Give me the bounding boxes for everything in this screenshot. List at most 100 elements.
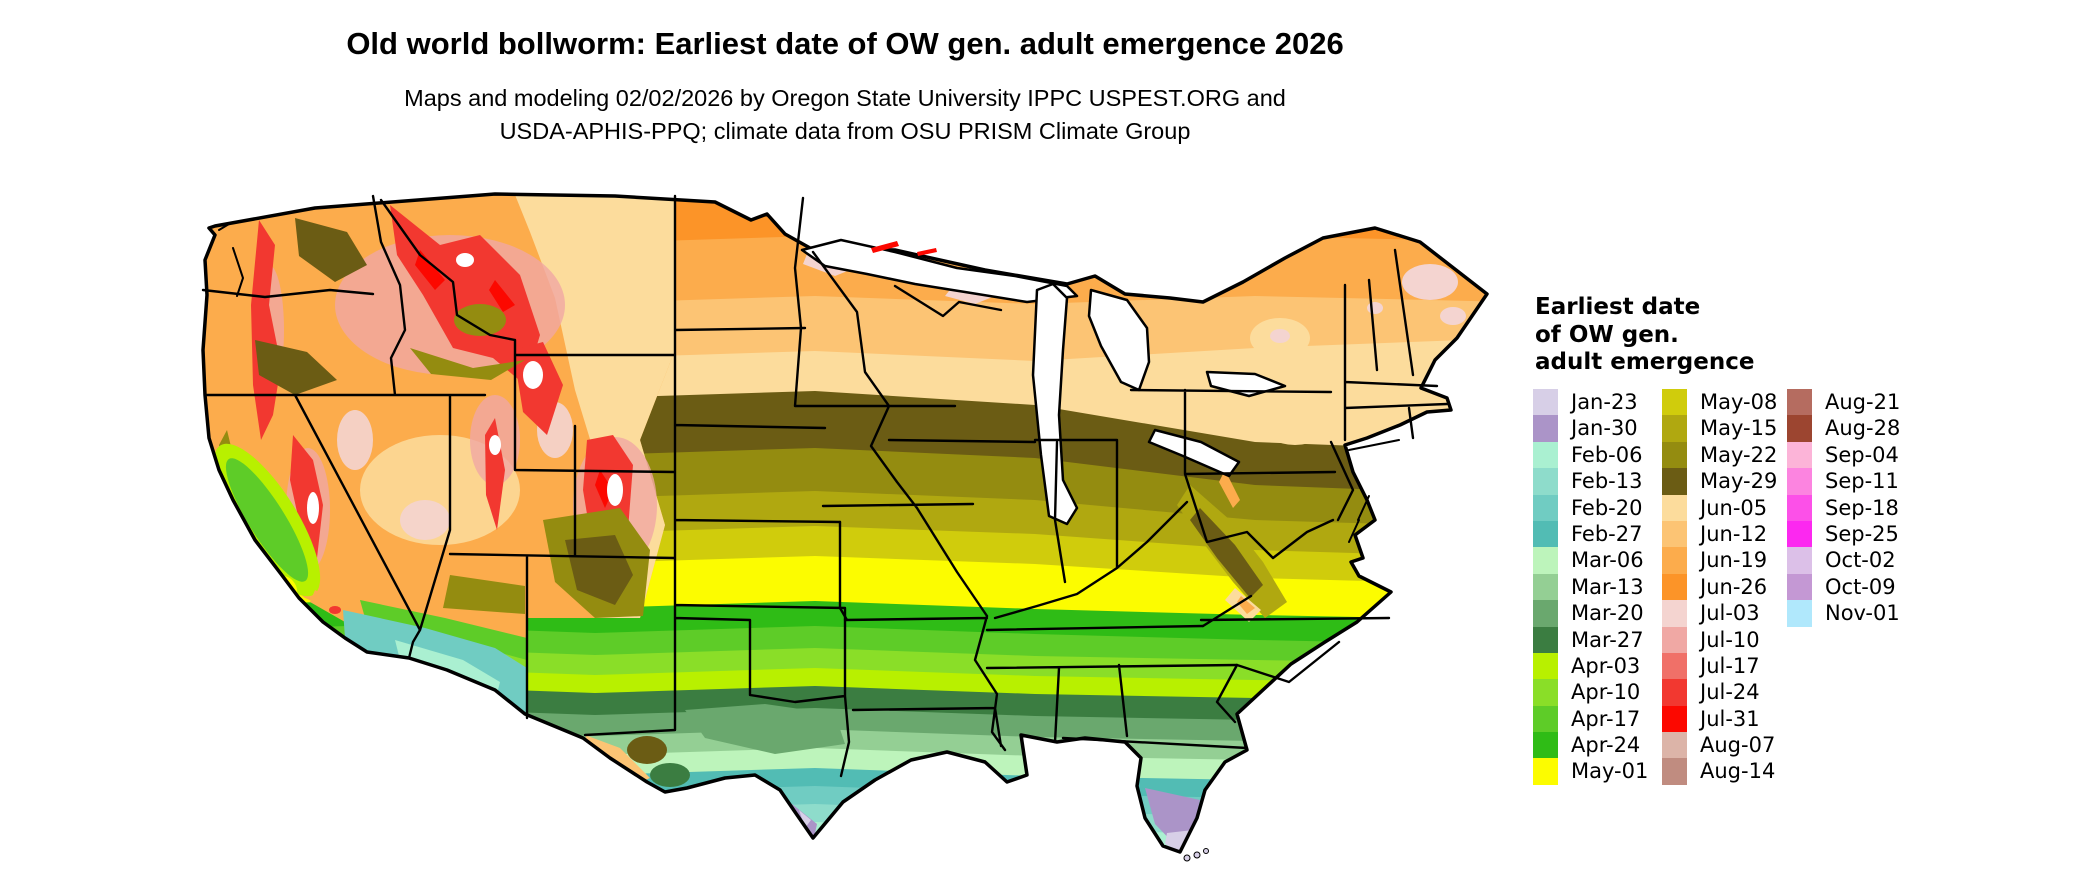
coastal-details (218, 223, 1400, 543)
legend-swatch (1662, 441, 1687, 469)
socal-mountain-red (329, 606, 341, 614)
wv-orange-ridge (1219, 470, 1240, 508)
legend-swatch (1533, 573, 1558, 601)
legend-item: Aug-14 (1662, 758, 1777, 785)
legend-swatch (1662, 547, 1687, 574)
south-florida-lavender (1165, 830, 1193, 852)
legend-item: Feb-13 (1533, 468, 1648, 495)
legend-swatch (1533, 758, 1558, 785)
mogollon-olive (443, 575, 525, 614)
legend-swatch (1662, 732, 1687, 759)
legend-label: Oct-09 (1825, 574, 1896, 599)
legend-item: Jan-23 (1533, 389, 1648, 416)
legend-label: May-29 (1700, 469, 1778, 494)
legend-label: May-08 (1700, 390, 1778, 414)
legend-swatch (1787, 415, 1812, 442)
legend-item: Apr-24 (1533, 732, 1648, 759)
central-valley-green (225, 458, 309, 582)
legend-label: Aug-21 (1825, 390, 1901, 414)
legend-label: Jun-26 (1700, 574, 1768, 599)
smokies-orange-bit (1237, 596, 1255, 614)
legend-label: Sep-04 (1825, 442, 1899, 467)
legend-label: Jul-17 (1700, 653, 1760, 678)
legend-item: Aug-28 (1787, 415, 1901, 442)
subtitle-line-1: Maps and modeling 02/02/2026 by Oregon S… (404, 85, 1286, 111)
cascades-red (251, 220, 281, 440)
legend-item: May-15 (1662, 415, 1778, 442)
legend-swatch (1787, 441, 1812, 469)
legend-swatch (1533, 679, 1558, 706)
legend-swatch (1533, 652, 1558, 680)
state-borders-midwest-south (793, 250, 1249, 752)
legend-swatch (1533, 520, 1558, 548)
legend-label: Jul-24 (1700, 680, 1760, 705)
legend-item: Mar-27 (1533, 626, 1648, 653)
florida-key-dot (1193, 851, 1201, 859)
legend-swatch (1662, 494, 1687, 521)
legend-swatch (1787, 468, 1812, 495)
oregon-olive (255, 340, 337, 395)
legend-label: Mar-06 (1571, 548, 1644, 573)
legend-swatch (1787, 494, 1812, 521)
legend-swatch (1662, 626, 1687, 653)
legend-label: Feb-06 (1571, 442, 1643, 467)
legend-item: Mar-06 (1533, 547, 1648, 574)
legend-label: Mar-20 (1571, 601, 1644, 626)
legend-label: Apr-24 (1571, 733, 1641, 758)
legend-label: Mar-13 (1571, 574, 1644, 599)
montana-olive (454, 304, 506, 336)
legend-item: Mar-13 (1533, 573, 1648, 601)
us-map-svg (201, 192, 1489, 862)
legend-label: Jun-05 (1700, 495, 1768, 520)
legend-swatch (1533, 415, 1558, 442)
state-borders-east (1129, 248, 1449, 724)
legend-item: Jan-30 (1533, 415, 1648, 442)
legend-label: Aug-14 (1700, 759, 1776, 784)
legend-label: Jul-03 (1700, 601, 1760, 626)
legend-swatch (1787, 547, 1812, 574)
legend-label: Jan-23 (1571, 390, 1638, 414)
us-outline (201, 192, 1489, 854)
legend-label: Aug-28 (1825, 416, 1901, 441)
isle-royale-red (871, 241, 937, 256)
lake-michigan (1031, 282, 1079, 526)
legend-label: Apr-03 (1571, 653, 1641, 678)
nevada-pale-pink (337, 410, 373, 470)
snake-plain-olive (410, 348, 525, 380)
legend-label: Jan-30 (1571, 416, 1638, 441)
legend-swatch (1533, 494, 1558, 521)
legend-item: Aug-21 (1787, 389, 1901, 416)
bitterroot-bright-red (415, 250, 445, 290)
legend-item: Aug-07 (1662, 732, 1777, 759)
edwards-plateau-sage (685, 704, 845, 754)
legend-swatch (1533, 705, 1558, 733)
big-bend-dark-green (650, 763, 690, 787)
legend-swatch (1787, 520, 1812, 548)
legend-swatch (1662, 600, 1687, 627)
florida-key-dot (1183, 854, 1191, 862)
legend-swatch (1787, 573, 1812, 601)
legend-swatch (1662, 652, 1687, 680)
legend-item: Jun-12 (1662, 520, 1777, 548)
legend-swatch (1662, 468, 1687, 495)
legend-swatch (1533, 600, 1558, 627)
white-mtn-pink (1367, 302, 1383, 314)
legend-item: Mar-20 (1533, 600, 1648, 627)
legend-label: Jun-19 (1700, 548, 1768, 573)
legend-label: Feb-27 (1571, 521, 1643, 546)
legend-label: Sep-18 (1825, 495, 1899, 520)
legend-label: Feb-13 (1571, 469, 1643, 494)
washington-olive (295, 218, 367, 282)
legend-label: Aug-07 (1700, 733, 1776, 758)
legend-swatch (1787, 389, 1812, 416)
south-texas-lavender (799, 810, 811, 828)
legend-item: May-22 (1662, 441, 1777, 469)
legend-item: Jun-05 (1662, 494, 1777, 521)
maine-pink (1402, 264, 1458, 300)
north-minnesota-pink (789, 218, 835, 236)
legend-item: Jul-10 (1662, 626, 1777, 653)
legend-swatch (1533, 626, 1558, 653)
legend-label: May-15 (1700, 416, 1778, 441)
great-lakes (800, 238, 1287, 526)
